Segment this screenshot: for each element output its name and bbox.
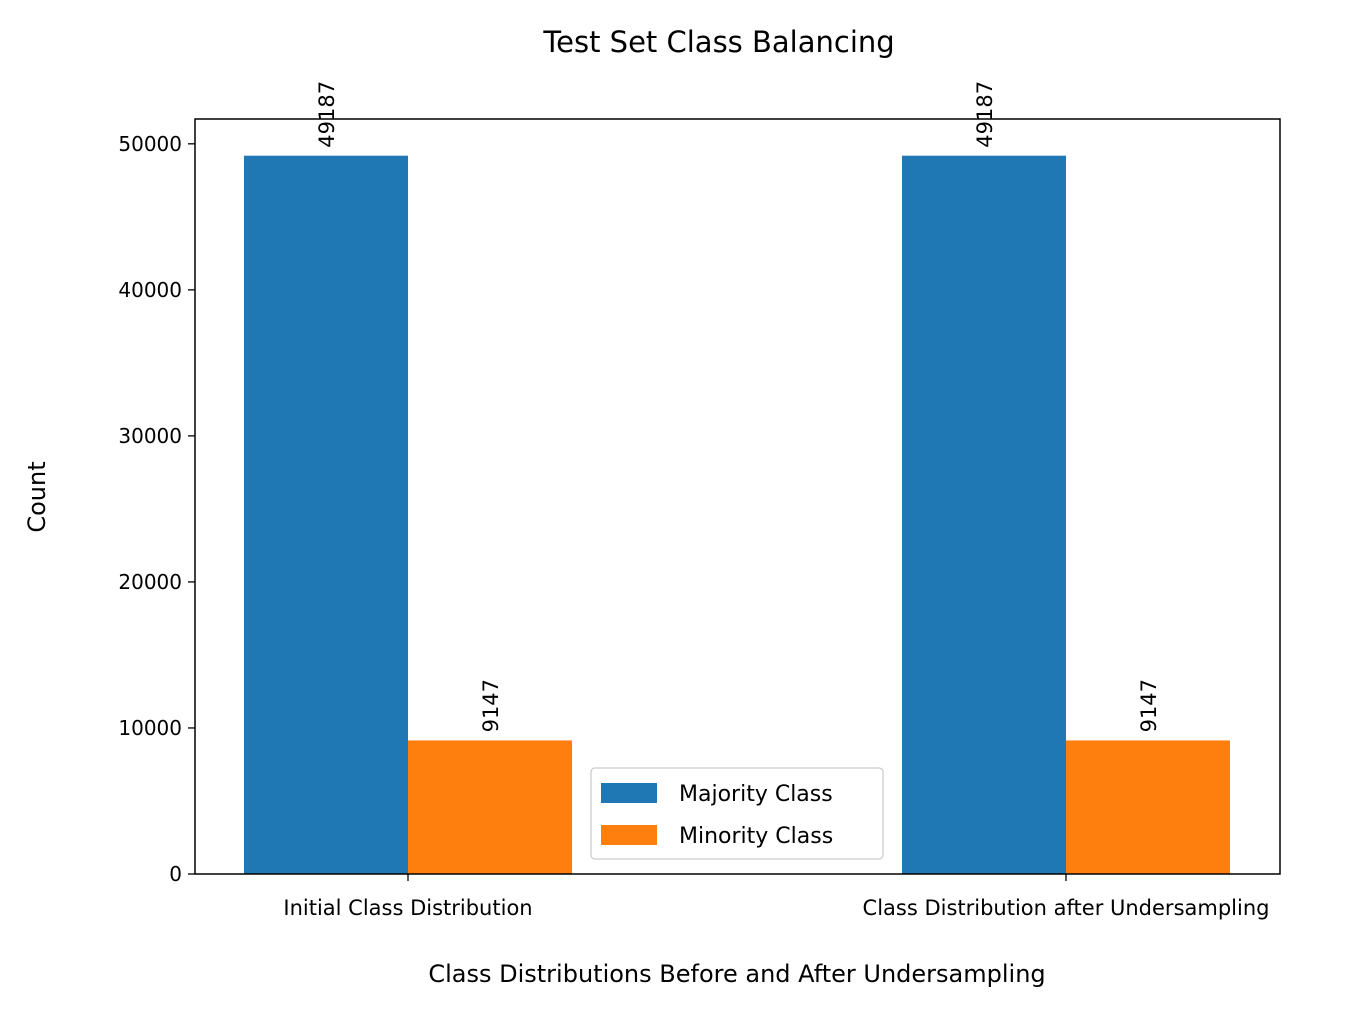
- x-tick-label: Initial Class Distribution: [283, 896, 532, 920]
- x-tick-label: Class Distribution after Undersampling: [863, 896, 1270, 920]
- data-label-0-0: 49187: [315, 81, 339, 148]
- legend-label-majority: Majority Class: [679, 782, 833, 807]
- axes-layer: 0 10000 20000 30000 40000 50000 Initial Class …: [118, 118, 1281, 920]
- y-axis-label: Count: [23, 461, 51, 532]
- bar-majority-0: [244, 155, 408, 874]
- data-labels-layer: 49187 49187 9147 9147: [315, 81, 1161, 733]
- y-tick-label: 50000: [118, 132, 182, 156]
- legend-box: [590, 767, 884, 860]
- legend-swatch-minority: [601, 825, 657, 845]
- data-label-1-0: 9147: [479, 679, 503, 732]
- data-label-1-1: 9147: [1137, 679, 1161, 732]
- bar-minority-1: [1066, 740, 1230, 874]
- bar-minority-0: [408, 740, 572, 874]
- data-label-0-1: 49187: [973, 81, 997, 148]
- bar-majority-1: [902, 155, 1066, 874]
- y-tick-label: 10000: [118, 716, 182, 740]
- chart-title: Test Set Class Balancing: [542, 25, 894, 59]
- x-axis-label: Class Distributions Before and After Und…: [428, 960, 1045, 988]
- plot-frame: [194, 118, 1281, 875]
- legend-swatch-majority: [601, 783, 657, 803]
- y-tick-label: 20000: [118, 570, 182, 594]
- y-tick-label: 0: [169, 862, 182, 886]
- legend: Majority Class Minority Class: [590, 767, 884, 860]
- y-tick-label: 30000: [118, 424, 182, 448]
- bars-layer: [244, 155, 1230, 874]
- legend-label-minority: Minority Class: [679, 824, 833, 849]
- y-tick-label: 40000: [118, 278, 182, 302]
